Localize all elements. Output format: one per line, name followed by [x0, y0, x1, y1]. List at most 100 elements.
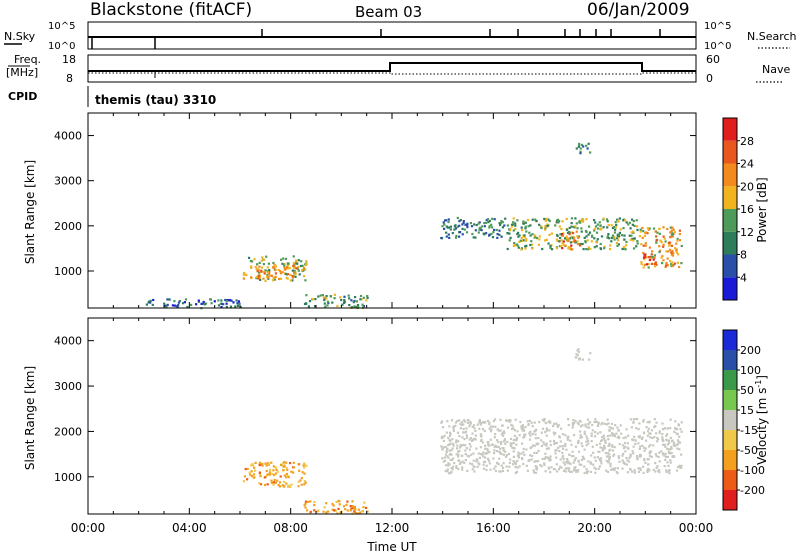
scatter-cell [639, 445, 642, 448]
scatter-cell [631, 470, 634, 473]
scatter-cell [615, 432, 618, 435]
scatter-cell [570, 443, 573, 446]
colorbar-tick-label: 200 [740, 344, 761, 357]
scatter-cell [674, 420, 677, 423]
scatter-cell [611, 236, 614, 240]
scatter-cell [615, 471, 618, 474]
scatter-cell [585, 235, 588, 238]
scatter-cell [519, 420, 522, 424]
scatter-cell [585, 435, 588, 438]
scatter-cell [667, 241, 670, 244]
scatter-cell [287, 476, 290, 479]
scatter-cell [573, 469, 576, 472]
scatter-cell [585, 248, 588, 251]
scatter-cell [594, 471, 597, 474]
scatter-cell [587, 142, 590, 145]
nave-tick-bottom: 0 [706, 72, 713, 85]
scatter-cell [498, 457, 501, 460]
scatter-cell [488, 226, 491, 229]
scatter-cell [680, 464, 683, 467]
scatter-cell [632, 230, 635, 233]
scatter-cell [565, 448, 568, 451]
scatter-cell [613, 236, 616, 239]
scatter-cell [610, 240, 613, 243]
scatter-cell [313, 504, 316, 507]
scatter-cell [454, 227, 458, 230]
scatter-cell [201, 302, 204, 305]
scatter-cell [577, 450, 581, 453]
scatter-cell [550, 466, 553, 469]
scatter-cell [673, 262, 677, 265]
scatter-cell [537, 442, 540, 445]
scatter-cell [580, 435, 583, 439]
scatter-cell [528, 432, 531, 435]
scatter-cell [292, 255, 295, 258]
scatter-cell [447, 226, 450, 229]
scatter-cell [489, 430, 493, 433]
scatter-cell [636, 240, 639, 243]
scatter-cell [547, 218, 550, 221]
scatter-cell [258, 275, 262, 278]
scatter-cell [632, 445, 635, 448]
scatter-cell [678, 265, 681, 269]
x-tick-label: 16:00 [476, 521, 511, 535]
scatter-cell [481, 441, 484, 444]
scatter-cell [471, 439, 474, 442]
scatter-cell [555, 238, 558, 241]
scatter-cell [666, 461, 669, 464]
scatter-cell [361, 303, 364, 306]
scatter-cell [572, 240, 575, 243]
scatter-cell [599, 431, 602, 434]
scatter-cell [597, 421, 600, 424]
scatter-cell [514, 228, 517, 231]
scatter-cell [597, 423, 600, 426]
scatter-cell [625, 428, 628, 431]
scatter-cell [560, 239, 563, 242]
scatter-cell [617, 429, 620, 432]
scatter-cell [514, 463, 517, 466]
scatter-cell [561, 234, 564, 237]
power-x-ticks [87, 113, 697, 308]
scatter-cell [269, 274, 272, 277]
scatter-cell [488, 422, 491, 426]
scatter-cell [517, 451, 520, 454]
scatter-cell [551, 248, 554, 251]
scatter-cell [459, 231, 462, 234]
scatter-cell [290, 470, 293, 473]
scatter-cell [611, 432, 614, 435]
scatter-cell [537, 243, 540, 246]
scatter-cell [675, 242, 678, 245]
scatter-cell [537, 460, 540, 463]
scatter-cell [273, 478, 276, 482]
scatter-cell [505, 465, 508, 468]
scatter-cell [165, 306, 168, 309]
scatter-cell [309, 510, 312, 513]
scatter-cell [497, 463, 500, 466]
scatter-cell [341, 303, 344, 306]
scatter-cell [654, 261, 657, 264]
scatter-cell [588, 421, 592, 424]
scatter-cell [541, 457, 544, 461]
scatter-cell [499, 223, 502, 227]
scatter-cell [304, 502, 307, 505]
scatter-cell [574, 419, 577, 422]
scatter-cell [540, 439, 543, 442]
scatter-cell [485, 464, 488, 467]
scatter-cell [475, 458, 478, 461]
scatter-cell [272, 481, 276, 484]
scatter-cell [443, 223, 446, 226]
scatter-cell [522, 220, 525, 223]
scatter-cell [243, 475, 246, 478]
scatter-cell [481, 453, 484, 456]
cpid-panel: CPID themis (tau) 3310 [8, 86, 216, 107]
scatter-cell [458, 224, 461, 227]
y-tick-label: 4000 [54, 335, 82, 348]
scatter-cell [675, 251, 679, 254]
scatter-cell [538, 235, 541, 238]
scatter-cell [644, 256, 648, 259]
scatter-cell [597, 450, 600, 453]
scatter-cell [262, 263, 265, 266]
scatter-cell [466, 224, 469, 227]
scatter-cell [599, 247, 602, 250]
nsky-panel: N.Sky 10^5 10^0 10^5 10^0 N.Search [4, 21, 797, 52]
